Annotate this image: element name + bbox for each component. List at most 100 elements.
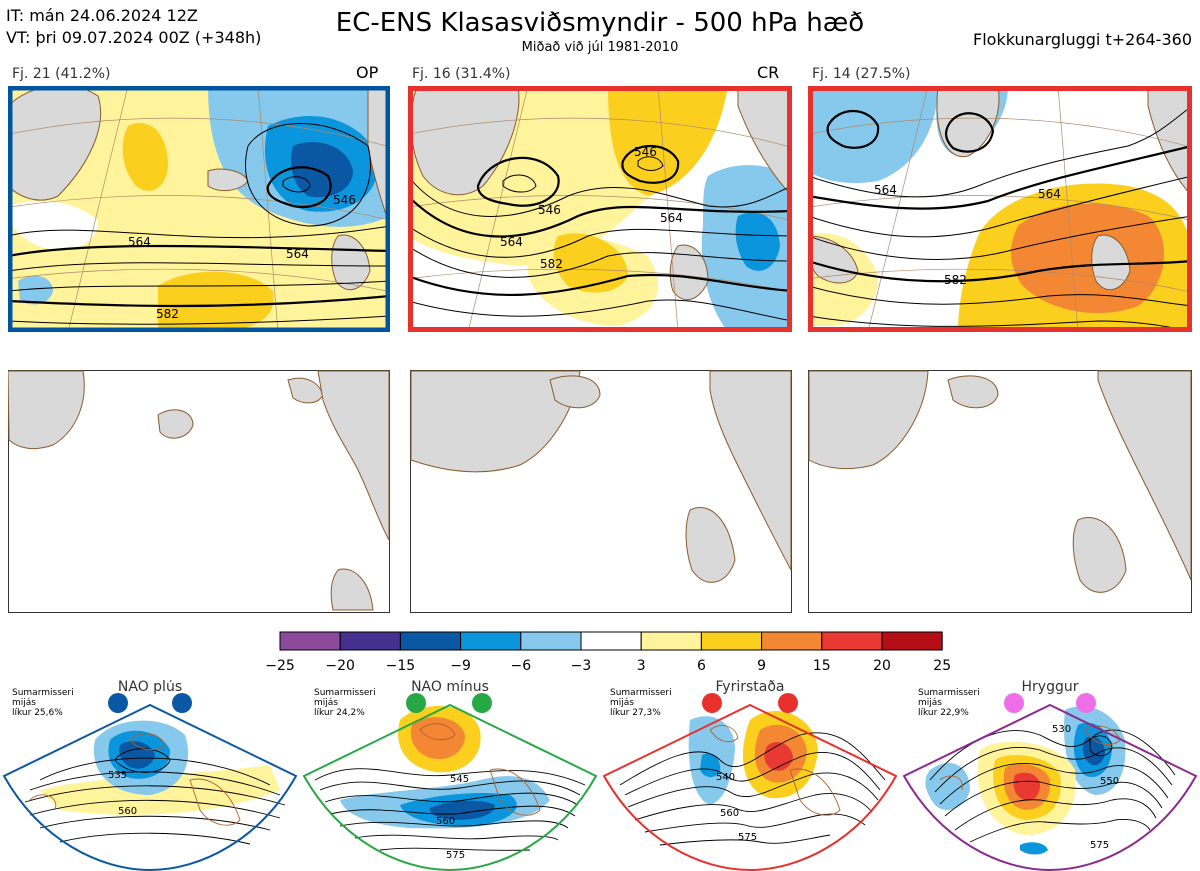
cluster-1-label: Fj. 21 (41.2%)	[12, 66, 111, 82]
contour-label: 564	[874, 183, 897, 197]
colorbar-swatches	[279, 631, 943, 651]
colorbar-swatch	[881, 631, 943, 651]
contour-labels: 564 564 582	[874, 183, 1061, 287]
regime-name: Hryggur	[1022, 680, 1079, 695]
colorbar-swatch	[339, 631, 401, 651]
colorbar-ticks: −25 −20 −15 −9 −6 −3 3 6 9 15 20 25	[265, 658, 951, 674]
page-title: EC-ENS Klasasviðsmyndir - 500 hPa hæð	[335, 8, 865, 38]
regime-panels: 535 560 NAO plús Sumarmisseri mijás líku…	[2, 680, 1198, 871]
regime-nao-plus: 535 560 NAO plús Sumarmisseri mijás líku…	[2, 680, 298, 871]
contour-label: 564	[1038, 187, 1061, 201]
colorbar-tick-label: 6	[697, 658, 706, 674]
contour-label: 550	[1100, 776, 1119, 787]
regime-season: Sumarmisseri	[12, 688, 74, 698]
graticule	[8, 86, 390, 332]
regime-dot	[778, 693, 798, 713]
land-outline	[410, 370, 792, 583]
regime-line2: mijás	[314, 698, 338, 708]
contour-label: 564	[500, 235, 523, 249]
regime-prob: líkur 27,3%	[610, 708, 661, 718]
contour-label: 545	[450, 774, 469, 785]
base-map-3	[808, 370, 1192, 613]
colorbar-swatch	[460, 631, 522, 651]
regime-prob: líkur 24,2%	[314, 708, 365, 718]
cluster-2-tag: CR	[757, 63, 780, 82]
regime-dot	[172, 693, 192, 713]
contour-label: 582	[156, 307, 179, 321]
cluster-border	[808, 86, 1192, 332]
colorbar-swatch	[580, 631, 642, 651]
land-outline	[808, 370, 1192, 593]
regime-dot	[1076, 693, 1096, 713]
contour-label: 564	[128, 235, 151, 249]
regime-line2: mijás	[918, 698, 942, 708]
classification-window: Flokkunargluggi t+264-360	[973, 30, 1192, 49]
regime-frame	[902, 703, 1198, 871]
contour-label: 535	[108, 770, 127, 781]
colorbar-tick-label: −6	[510, 658, 531, 674]
anomaly-colorbar: −25 −20 −15 −9 −6 −3 3 6 9 15 20 25	[265, 631, 951, 674]
regime-line2: mijás	[610, 698, 634, 708]
land-outline	[8, 370, 390, 611]
colorbar-tick-label: 20	[873, 658, 891, 674]
land-outline	[808, 86, 1192, 291]
cluster-2-map: 546 546 564 564 582	[408, 86, 792, 332]
colorbar-tick-label: 3	[637, 658, 646, 674]
regime-nao-minus: 545 560 575 NAO mínus Sumarmisseri mijás…	[302, 680, 598, 871]
contour-label: 582	[944, 273, 967, 287]
contour-labels: 546 546 564 564 582	[500, 145, 683, 271]
regime-season: Sumarmisseri	[610, 688, 672, 698]
contour-label: 582	[540, 257, 563, 271]
contour-label: 560	[720, 808, 739, 819]
regime-season: Sumarmisseri	[918, 688, 980, 698]
regime-frame	[602, 703, 898, 871]
page-subtitle: Miðað við júl 1981-2010	[521, 40, 679, 55]
cluster-1-map: 546 564 564 582	[8, 86, 390, 332]
regime-frame	[302, 703, 598, 871]
regime-dot	[472, 693, 492, 713]
contour-label: 560	[436, 816, 455, 827]
cluster-border	[8, 86, 390, 332]
contour-label: 546	[634, 145, 657, 159]
contour-label: 575	[738, 832, 757, 843]
colorbar-swatch	[279, 631, 341, 651]
colorbar-tick-label: −15	[386, 658, 416, 674]
regime-name: NAO plús	[118, 680, 182, 695]
cluster-1-tag: OP	[356, 63, 379, 82]
regime-line2: mijás	[12, 698, 36, 708]
colorbar-tick-label: 9	[757, 658, 766, 674]
height-contours	[408, 145, 792, 322]
colorbar-tick-label: −20	[325, 658, 355, 674]
contour-label: 575	[1090, 840, 1109, 851]
regime-blocking: 540 560 575 Fyrirstaða Sumarmisseri mijá…	[602, 680, 898, 871]
regime-season: Sumarmisseri	[314, 688, 376, 698]
height-contours	[8, 123, 390, 325]
valid-time: VT: þri 09.07.2024 00Z (+348h)	[6, 28, 262, 47]
cluster-border	[408, 86, 792, 332]
colorbar-swatch	[821, 631, 883, 651]
colorbar-swatch	[520, 631, 582, 651]
contour-label: 564	[286, 247, 309, 261]
colorbar-tick-label: 15	[813, 658, 831, 674]
regime-dot	[108, 693, 128, 713]
regime-frame	[2, 703, 298, 871]
colorbar-tick-label: −25	[265, 658, 295, 674]
regime-dot	[406, 693, 426, 713]
regime-name: Fyrirstaða	[716, 680, 785, 695]
regime-ridge: 530 550 575 Hryggur Sumarmisseri mijás l…	[902, 680, 1198, 871]
contour-label: 546	[538, 203, 561, 217]
colorbar-swatch	[399, 631, 462, 651]
contour-label: 560	[118, 806, 137, 817]
regime-dot	[702, 693, 722, 713]
init-time: IT: mán 24.06.2024 12Z	[6, 6, 198, 25]
contour-label: 546	[333, 193, 356, 207]
colorbar-swatch	[761, 631, 823, 651]
contour-label: 530	[1052, 724, 1071, 735]
cluster-3-map: 564 564 582	[808, 86, 1192, 332]
contour-label: 564	[660, 211, 683, 225]
height-contours	[808, 105, 1192, 332]
regime-name: NAO mínus	[411, 680, 489, 695]
colorbar-tick-label: −9	[450, 658, 471, 674]
colorbar-tick-label: 25	[933, 658, 951, 674]
colorbar-swatch	[700, 631, 763, 651]
